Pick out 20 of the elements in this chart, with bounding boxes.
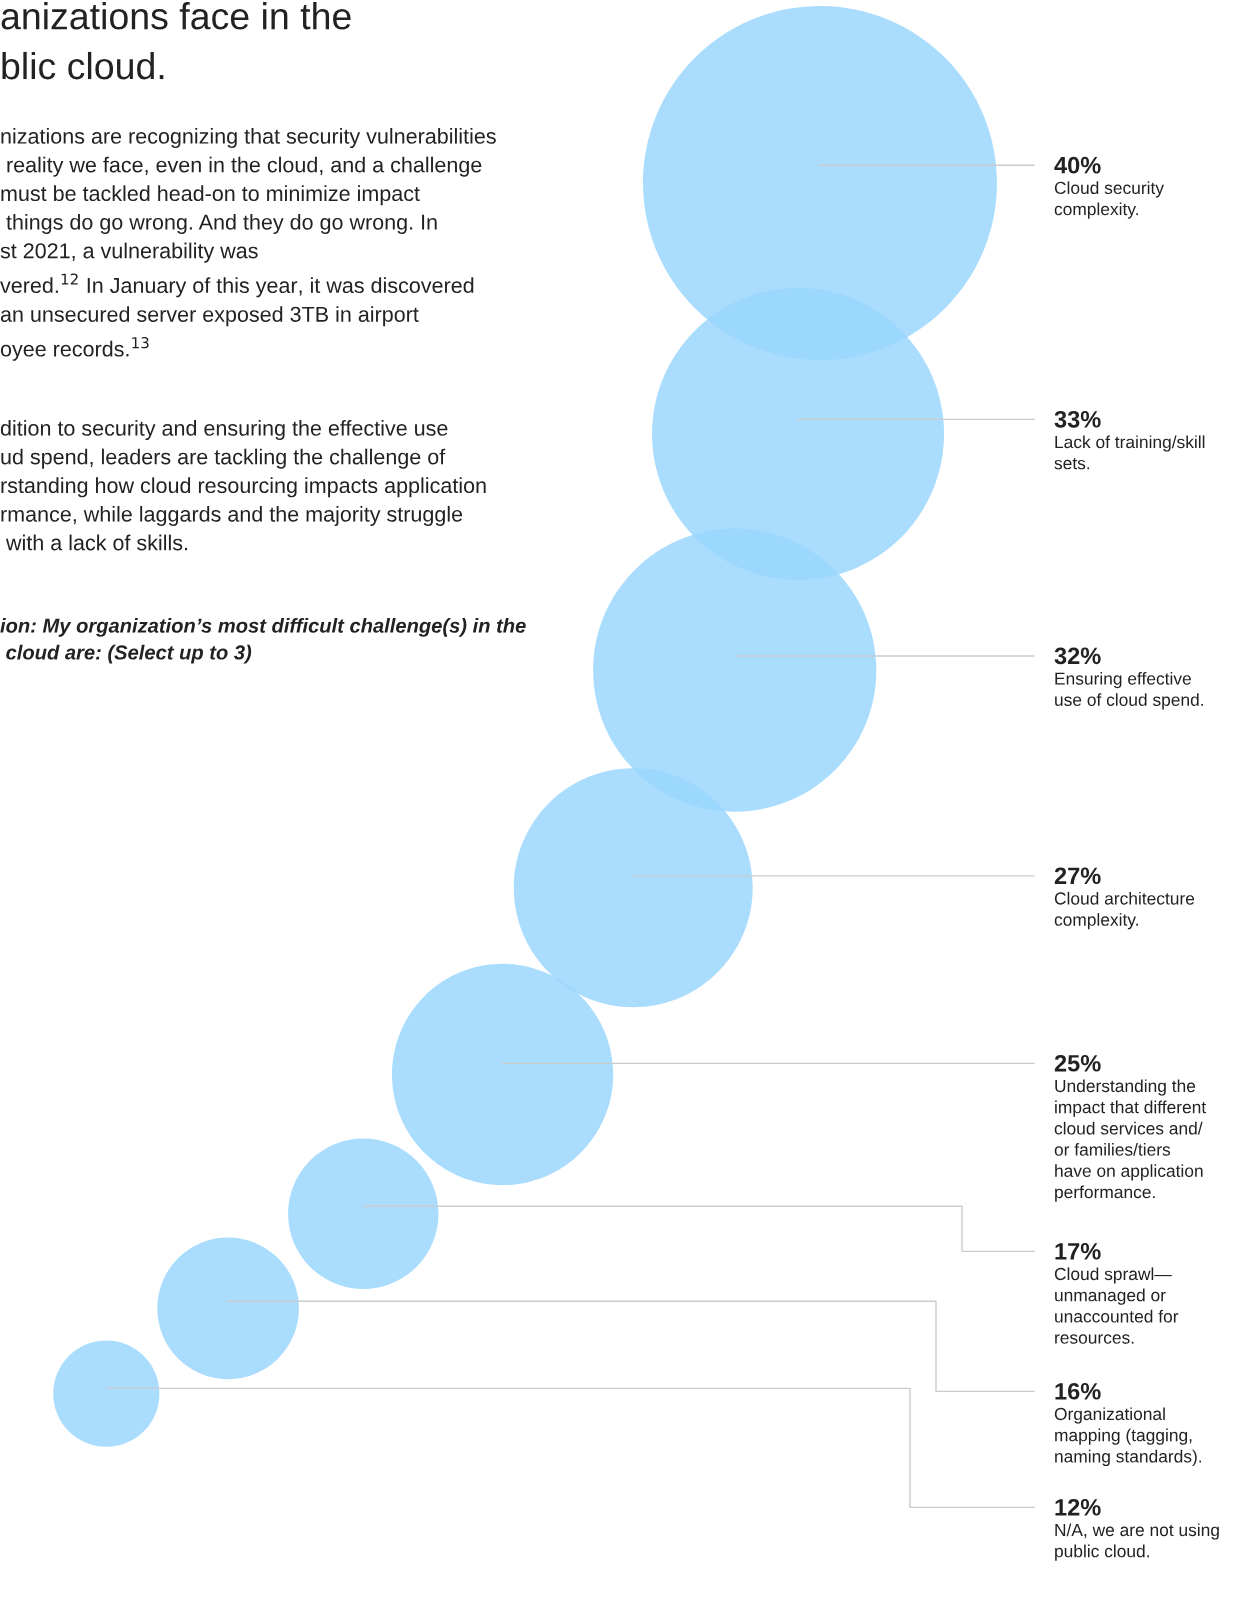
text: dition to security and ensuring the effective use ud spend, leaders are tackling the challenge of rstanding how cloud resourcing impacts application rmance, while laggards and the majority struggle with a lack of skills. [0, 420, 486, 551]
data-label: 12% [1055, 1498, 1101, 1516]
category-label: N/A, we are not using public cloud. [1055, 1523, 1219, 1561]
data-label: 16% [1055, 1382, 1101, 1400]
data-label: 17% [1055, 1242, 1101, 1260]
category-label: Organizational mapping (tagging, naming standards). [1054, 1407, 1202, 1466]
data-label: 40% [1054, 156, 1101, 174]
data-label: 32% [1054, 647, 1101, 665]
category-label: Cloud security complexity. [1054, 181, 1164, 219]
category-label: Lack of training/skill sets. [1054, 435, 1205, 470]
text: ion: My organization’s most difficult challenge(s) in the cloud are: (Select up to 3) [0, 618, 526, 664]
text: nizations are recognizing that security vulnerabilities reality we face, even in the cloud, and a challenge must be tackled head-on to minimize impact things do go wrong. And they do go wrong. In st 2021, a vulnerability was vered.$^{12}$ In January of this year, it was discovered an unsecured server exposed 3TB in airport oyee records.$^{13}$ [0, 128, 496, 361]
data-label: 27% [1054, 867, 1101, 885]
category-label: Cloud architecture complexity. [1054, 891, 1195, 930]
data-label: 25% [1054, 1054, 1101, 1072]
category-label: Understanding the impact that different cloud services and/ or families/tiers have on application performance. [1054, 1079, 1207, 1202]
text: anizations face in the blic cloud. [1, 2, 351, 80]
category-label: Cloud sprawl— unmanaged or unaccounted for resources. [1054, 1267, 1179, 1344]
category-label: Ensuring effective use of cloud spend. [1055, 671, 1203, 710]
data-label: 33% [1054, 410, 1101, 428]
